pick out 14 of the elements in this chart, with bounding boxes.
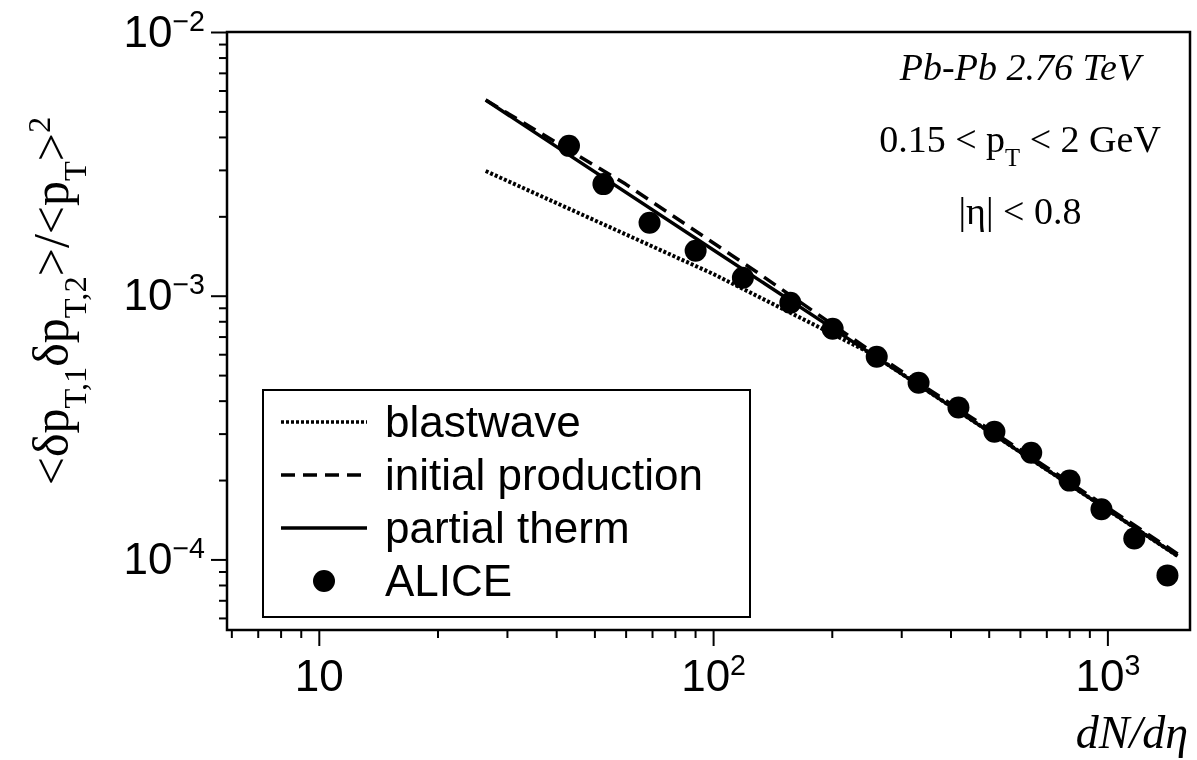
- y-tick-label: 10$^{−3}$: [123, 268, 205, 320]
- x-tick-label: 10$^{3}$: [1075, 649, 1141, 701]
- legend-label: partial therm: [385, 503, 630, 552]
- x-axis-title: dN/dη: [1075, 707, 1188, 758]
- annotation: Pb-Pb 2.76 TeV: [898, 46, 1144, 88]
- legend-label: blastwave: [385, 397, 581, 446]
- legend-label: initial production: [385, 450, 703, 499]
- annotation: |η| < 0.8: [958, 190, 1082, 232]
- x-tick-label: 10: [294, 651, 344, 701]
- legend-label: ALICE: [385, 556, 513, 605]
- y-tick-label: 10$^{−4}$: [123, 532, 206, 584]
- annotation: 0.15 < p$_{T}$ < 2 GeV: [879, 118, 1162, 171]
- x-tick-label: 10$^{2}$: [681, 649, 747, 701]
- y-tick-label: 10$^{−2}$: [123, 4, 205, 56]
